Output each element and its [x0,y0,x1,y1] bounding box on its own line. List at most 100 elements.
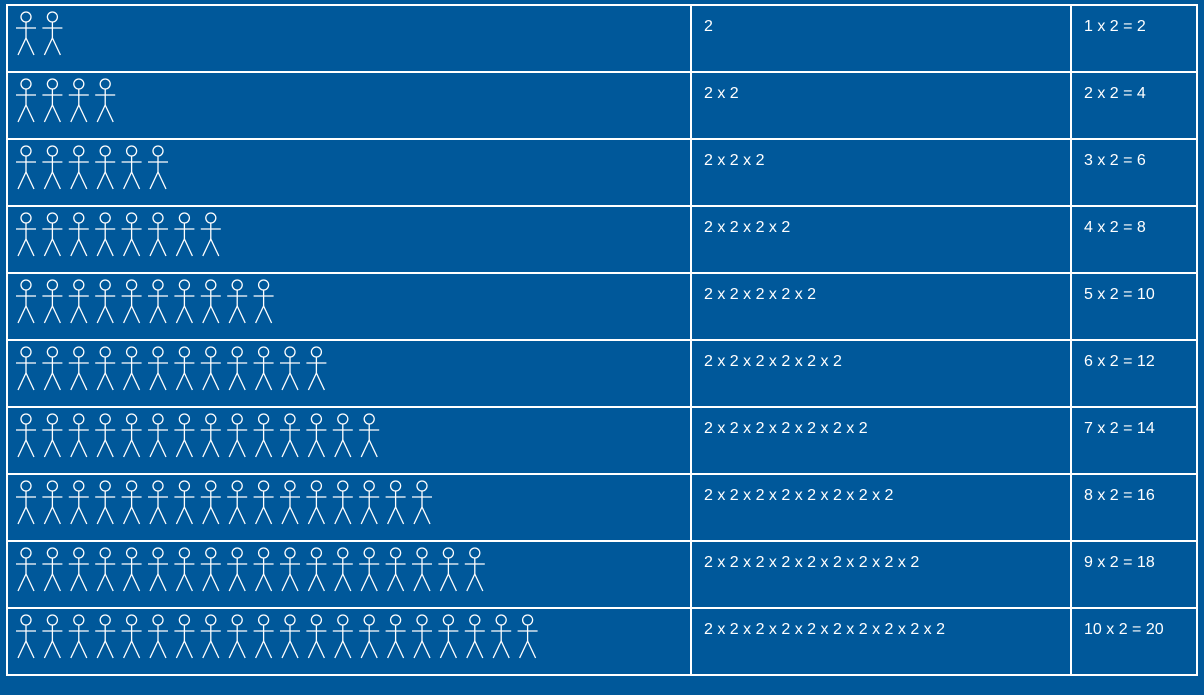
figure-head [20,145,32,157]
figure-legs [70,371,88,391]
figure-head [284,480,296,492]
figures-cell [6,339,692,408]
figure-head [46,614,59,626]
figure-legs [123,170,141,190]
stick-figure [42,614,63,659]
stick-figure [280,480,300,525]
figure-head [99,547,111,559]
figure-legs [17,237,35,257]
stick-figure [95,78,116,123]
figure-legs [70,505,88,525]
stick-figure [359,480,380,525]
figure-legs [228,505,246,525]
figure-head [257,279,270,291]
figure-head [20,547,32,559]
figure-head [20,346,32,358]
figure-legs [281,438,299,458]
product-cell: 2 x 2 x 2 x 2 x 2 x 2 x 2 x 2 x 2 x 2 [690,607,1072,676]
stick-figure [68,212,89,257]
figure-legs [96,103,114,123]
figure-legs [70,639,88,659]
stick-figure [412,547,432,592]
figure-head [125,145,138,157]
figure-head [178,212,191,224]
stick-figure [438,614,459,659]
figure-head [99,480,111,492]
figure-legs [123,304,141,324]
stick-figure [280,413,300,458]
stick-figure [121,145,142,190]
figure-head [73,145,85,157]
figure-head [99,212,111,224]
figure-legs [334,639,352,659]
figure-legs [70,304,88,324]
figure-head [178,346,191,358]
figures-cell [6,4,692,73]
stick-figure [200,212,221,257]
figure-legs [307,438,325,458]
stick-figure [306,413,327,458]
stick-figure [464,547,485,592]
figures-cell [6,607,692,676]
figures [16,614,538,659]
figure-head [99,145,111,157]
figure-legs [149,170,167,190]
figure-legs [202,505,220,525]
figure-head [152,279,164,291]
stick-figure [121,346,142,391]
equation-cell: 1 x 2 = 2 [1070,4,1198,73]
equation-cell: 9 x 2 = 18 [1070,540,1198,609]
figure-head [521,614,534,626]
figure-head [310,614,323,626]
figure-head [469,547,481,559]
stick-figure [68,346,89,391]
figure-legs [228,639,246,659]
figure-legs [17,505,35,525]
stick-figure [253,413,274,458]
figure-head [363,480,375,492]
stick-figure [227,413,248,458]
stick-figure [200,547,221,592]
figure-head [205,279,217,291]
figure-head [46,11,59,23]
stick-figure [121,480,142,525]
figure-head [73,413,85,425]
figure-head [46,78,59,90]
stick-figure [385,614,406,659]
figures-cell [6,406,692,475]
stick-figure [42,279,63,324]
product-cell: 2 x 2 x 2 x 2 x 2 x 2 [690,339,1072,408]
figure-head [205,480,217,492]
figure-head [495,614,507,626]
stick-figure [42,212,63,257]
figure-head [20,614,32,626]
equation-cell: 3 x 2 = 6 [1070,138,1198,207]
stick-figure [306,614,327,659]
figure-legs [360,572,378,592]
stick-figure [332,413,353,458]
stick-figure [148,145,168,190]
figure-head [363,413,375,425]
figure-legs [17,371,35,391]
figures [16,78,116,123]
figure-head [310,480,323,492]
figures-cell [6,205,692,274]
figure-legs [17,170,35,190]
stick-figure [42,346,63,391]
figure-legs [149,438,167,458]
figure-legs [149,572,167,592]
figures [16,11,63,56]
stick-figure [68,480,89,525]
figure-legs [149,639,167,659]
product-cell: 2 [690,4,1072,73]
stick-figure [16,212,36,257]
figures-cell [6,138,692,207]
figure-legs [360,639,378,659]
figure-head [231,413,243,425]
figure-legs [175,371,193,391]
figure-legs [307,572,325,592]
figure-head [99,413,111,425]
stick-figure [253,346,274,391]
figure-legs [96,505,114,525]
